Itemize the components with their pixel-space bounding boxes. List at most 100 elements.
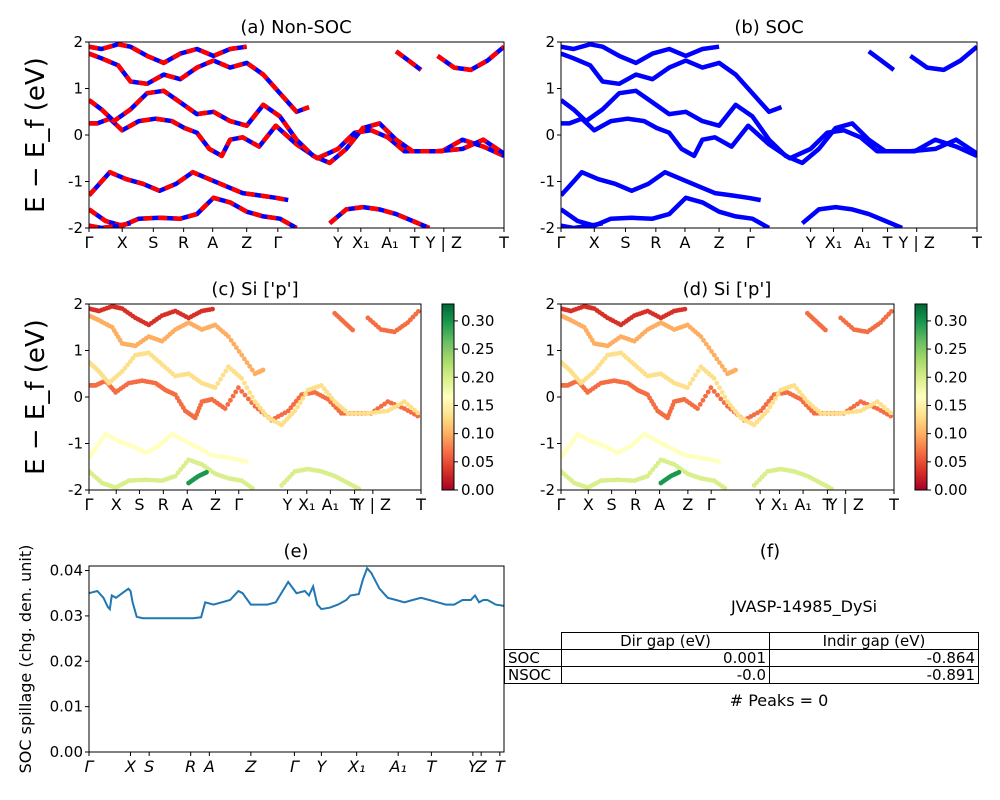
band-point (329, 396, 335, 401)
x-tick-label: Γ (85, 233, 94, 252)
x-tick-label: A₁ (388, 757, 406, 776)
band-point (690, 376, 696, 382)
band-line (328, 204, 431, 228)
band-point (703, 341, 709, 347)
panel-d-colorbar (914, 303, 928, 491)
band-point (296, 395, 302, 401)
x-tick-label: T (415, 495, 426, 514)
x-tick-label: S (134, 495, 144, 514)
band-point (711, 389, 717, 394)
x-tick-label: Γ (557, 495, 566, 514)
band-point (239, 352, 245, 358)
x-tick-label: X₁ (347, 757, 365, 776)
band-point (291, 402, 296, 407)
band-point (830, 410, 836, 416)
colorbar-tick-label: 0.20 (934, 368, 967, 386)
band-line (89, 88, 504, 166)
band-point (599, 359, 605, 365)
band-point (846, 409, 852, 415)
band-point (851, 403, 857, 409)
panel-f-title: (f) (760, 541, 780, 562)
y-tick-label: 0 (545, 388, 555, 406)
band-line (89, 169, 289, 203)
colorbar-tick-label: 0.00 (934, 481, 967, 499)
band-point (602, 356, 608, 361)
band-point (719, 390, 725, 395)
band-point (244, 385, 250, 391)
band-point (321, 386, 327, 391)
band-point (210, 306, 215, 312)
band-point (708, 385, 714, 391)
band-point (594, 365, 600, 371)
band-point (715, 392, 720, 398)
x-tick-label: X (117, 233, 128, 252)
y-tick-label: 2 (545, 295, 555, 313)
x-tick-label: Γ (746, 233, 755, 252)
band-line (561, 88, 977, 166)
band-point (687, 381, 693, 386)
band-point (303, 391, 308, 397)
y-tick-label: 0.01 (50, 698, 83, 716)
band-point (855, 401, 860, 407)
band-point (412, 407, 417, 413)
band-point (878, 402, 884, 407)
x-tick-label: A₁ (322, 495, 339, 514)
x-tick-label: A (207, 233, 218, 252)
x-tick-label: R (650, 233, 661, 252)
band-point (818, 410, 824, 416)
x-tick-label: A₁ (381, 233, 398, 252)
y-tick-label: 2 (545, 33, 555, 51)
colorbar-tick-label: 0.25 (461, 340, 494, 358)
band-point (260, 367, 266, 373)
col-header-dir-gap: Dir gap (eV) (561, 632, 770, 650)
panel-e: (e) 0.000.010.020.030.04 Γ X S R A Z Γ Y X₁ A₁ T YZ… (16, 541, 506, 776)
band-point (249, 485, 255, 490)
band-point (802, 396, 808, 401)
x-tick-label: Z (244, 757, 257, 776)
band-point (695, 368, 701, 374)
band-point (763, 402, 769, 407)
band-point (234, 345, 239, 351)
panel-c-colorbar (441, 303, 455, 491)
band-point (349, 410, 355, 416)
band-point (770, 400, 776, 405)
panel-e-yticks: 0.00 0.01 0.02 0.03 0.04 (50, 562, 89, 761)
panel-c-colorbar-ticks: 0.00 0.05 0.10 0.15 0.20 0.25 0.30 (454, 312, 494, 499)
panel-a-title: (a) Non-SOC (240, 17, 351, 38)
y-tick-label: -2 (540, 481, 555, 499)
band-line (394, 49, 423, 72)
x-tick-label: S (607, 495, 617, 514)
x-tick-label: Z (714, 233, 725, 252)
x-tick-label: T (822, 495, 833, 514)
colorbar-tick-label: 0.10 (461, 425, 494, 443)
colorbar-tick-label: 0.30 (461, 312, 494, 330)
band-line (436, 44, 504, 73)
y-tick-label: -2 (68, 481, 83, 499)
x-tick-label: Y (332, 233, 343, 252)
band-point (829, 486, 834, 490)
band-point (725, 399, 730, 404)
panel-c-frame (88, 303, 422, 491)
panel-d-yticks: -2 -1 0 1 2 (540, 295, 561, 499)
band-point (727, 402, 733, 408)
x-tick-label: R (630, 495, 641, 514)
band-line (561, 221, 604, 228)
band-point (172, 473, 178, 479)
band-point (733, 367, 738, 373)
ylabel-middle: E − E_f (eV) (21, 319, 51, 475)
band-point (716, 459, 722, 464)
band-point (733, 409, 738, 414)
x-tick-label: Z (241, 233, 252, 252)
band-point (706, 345, 712, 351)
panel-a: (a) Non-SOC -2 -1 0 1 2 Γ X S R A Z Γ Y X₁ A₁ T Y | Z T (68, 17, 509, 252)
band-point (242, 356, 247, 362)
x-tick-label: Z (210, 495, 221, 514)
y-tick-label: 0 (73, 126, 83, 144)
band-line (89, 51, 310, 115)
band-point (719, 363, 725, 369)
band-point (257, 405, 263, 411)
x-tick-label: Γ (234, 495, 243, 514)
panel-d-title: (d) Si ['p'] (683, 279, 772, 300)
x-tick-label: Y (317, 757, 328, 776)
band-point (717, 385, 722, 391)
